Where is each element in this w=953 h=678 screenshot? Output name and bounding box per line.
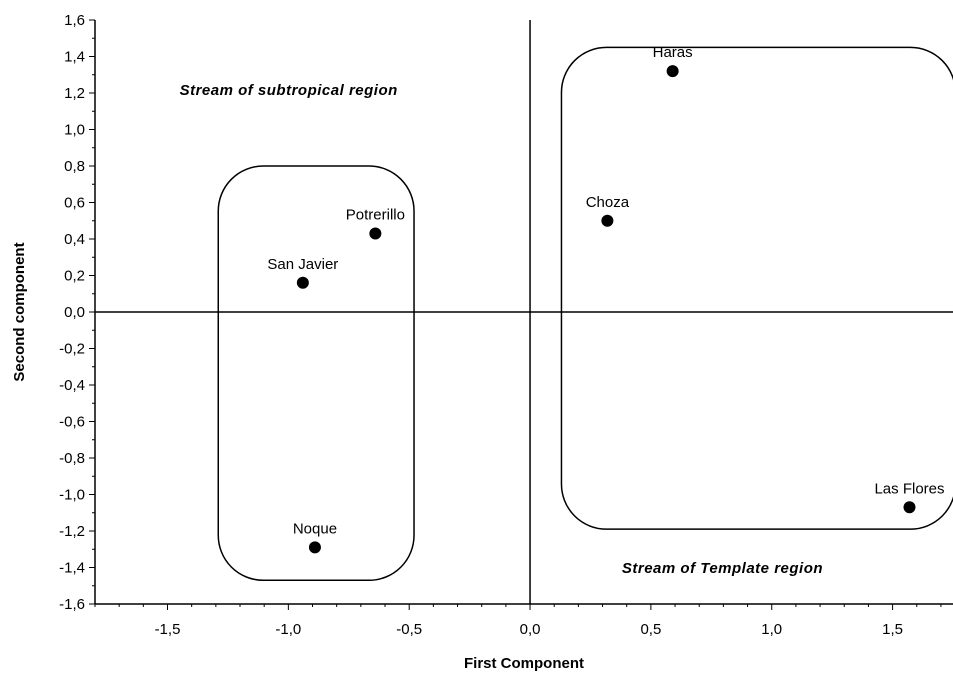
data-point-label: Haras [653, 44, 693, 61]
region-labels: Stream of subtropical region Stream of Te… [180, 82, 823, 577]
y-tick-label: 0,4 [64, 231, 85, 248]
data-point-label: Las Flores [874, 480, 944, 497]
y-tick-label: 1,6 [64, 12, 85, 29]
data-point-label: Potrerillo [346, 207, 405, 224]
y-tick-label: 0,2 [64, 268, 85, 285]
data-point-marker [308, 541, 321, 554]
x-tick-label: -1,5 [155, 621, 181, 638]
y-tick-label: -0,8 [59, 450, 85, 467]
y-tick-label: 0,8 [64, 158, 85, 175]
x-tick-label: 1,5 [882, 621, 903, 638]
x-tick-label: -1,0 [275, 621, 301, 638]
data-point-marker [296, 276, 309, 289]
data-point-marker [601, 214, 614, 227]
y-tick-label: -1,4 [59, 560, 85, 577]
region-box [560, 46, 953, 530]
reference-lines [95, 20, 953, 604]
data-point-marker [903, 501, 916, 514]
y-tick-label: -1,2 [59, 523, 85, 540]
y-tick-label: -1,0 [59, 487, 85, 504]
data-point-marker [369, 227, 382, 240]
y-tick-label: 1,4 [64, 49, 85, 66]
y-tick-label: 0,0 [64, 304, 85, 321]
x-axis-ticks: -1,5 -1,0 -0,5 0,0 0,5 1,0 1,5 [94, 604, 942, 638]
data-point-label: Noque [293, 520, 337, 537]
y-tick-label: -0,6 [59, 414, 85, 431]
data-point-marker [666, 65, 679, 78]
x-tick-label: 0,0 [520, 621, 541, 638]
region-boxes [217, 46, 953, 582]
x-tick-label: 1,0 [761, 621, 782, 638]
y-tick-label: -0,2 [59, 341, 85, 358]
y-tick-label: 1,2 [64, 85, 85, 102]
y-tick-label: -0,4 [59, 377, 85, 394]
region-label: Stream of Template region [622, 560, 823, 577]
x-tick-label: 0,5 [640, 621, 661, 638]
y-tick-label: 1,0 [64, 122, 85, 139]
data-points: Haras Choza Potrerillo San Javier Noque Las F… [267, 44, 945, 554]
x-axis-title: First Component [464, 655, 584, 672]
y-axis-title: Second component [11, 242, 28, 381]
region-label: Stream of subtropical region [180, 82, 398, 99]
y-tick-label: -1,6 [59, 596, 85, 613]
y-axis-ticks: 1,6 1,4 1,2 1,0 0,8 0,6 0,4 0,2 0,0 -0,2 -0,4 -0,6 -… [59, 12, 95, 613]
data-point-label: Choza [586, 194, 630, 211]
x-tick-label: -0,5 [396, 621, 422, 638]
y-tick-label: 0,6 [64, 195, 85, 212]
region-box [217, 165, 415, 582]
data-point-label: San Javier [267, 256, 338, 273]
